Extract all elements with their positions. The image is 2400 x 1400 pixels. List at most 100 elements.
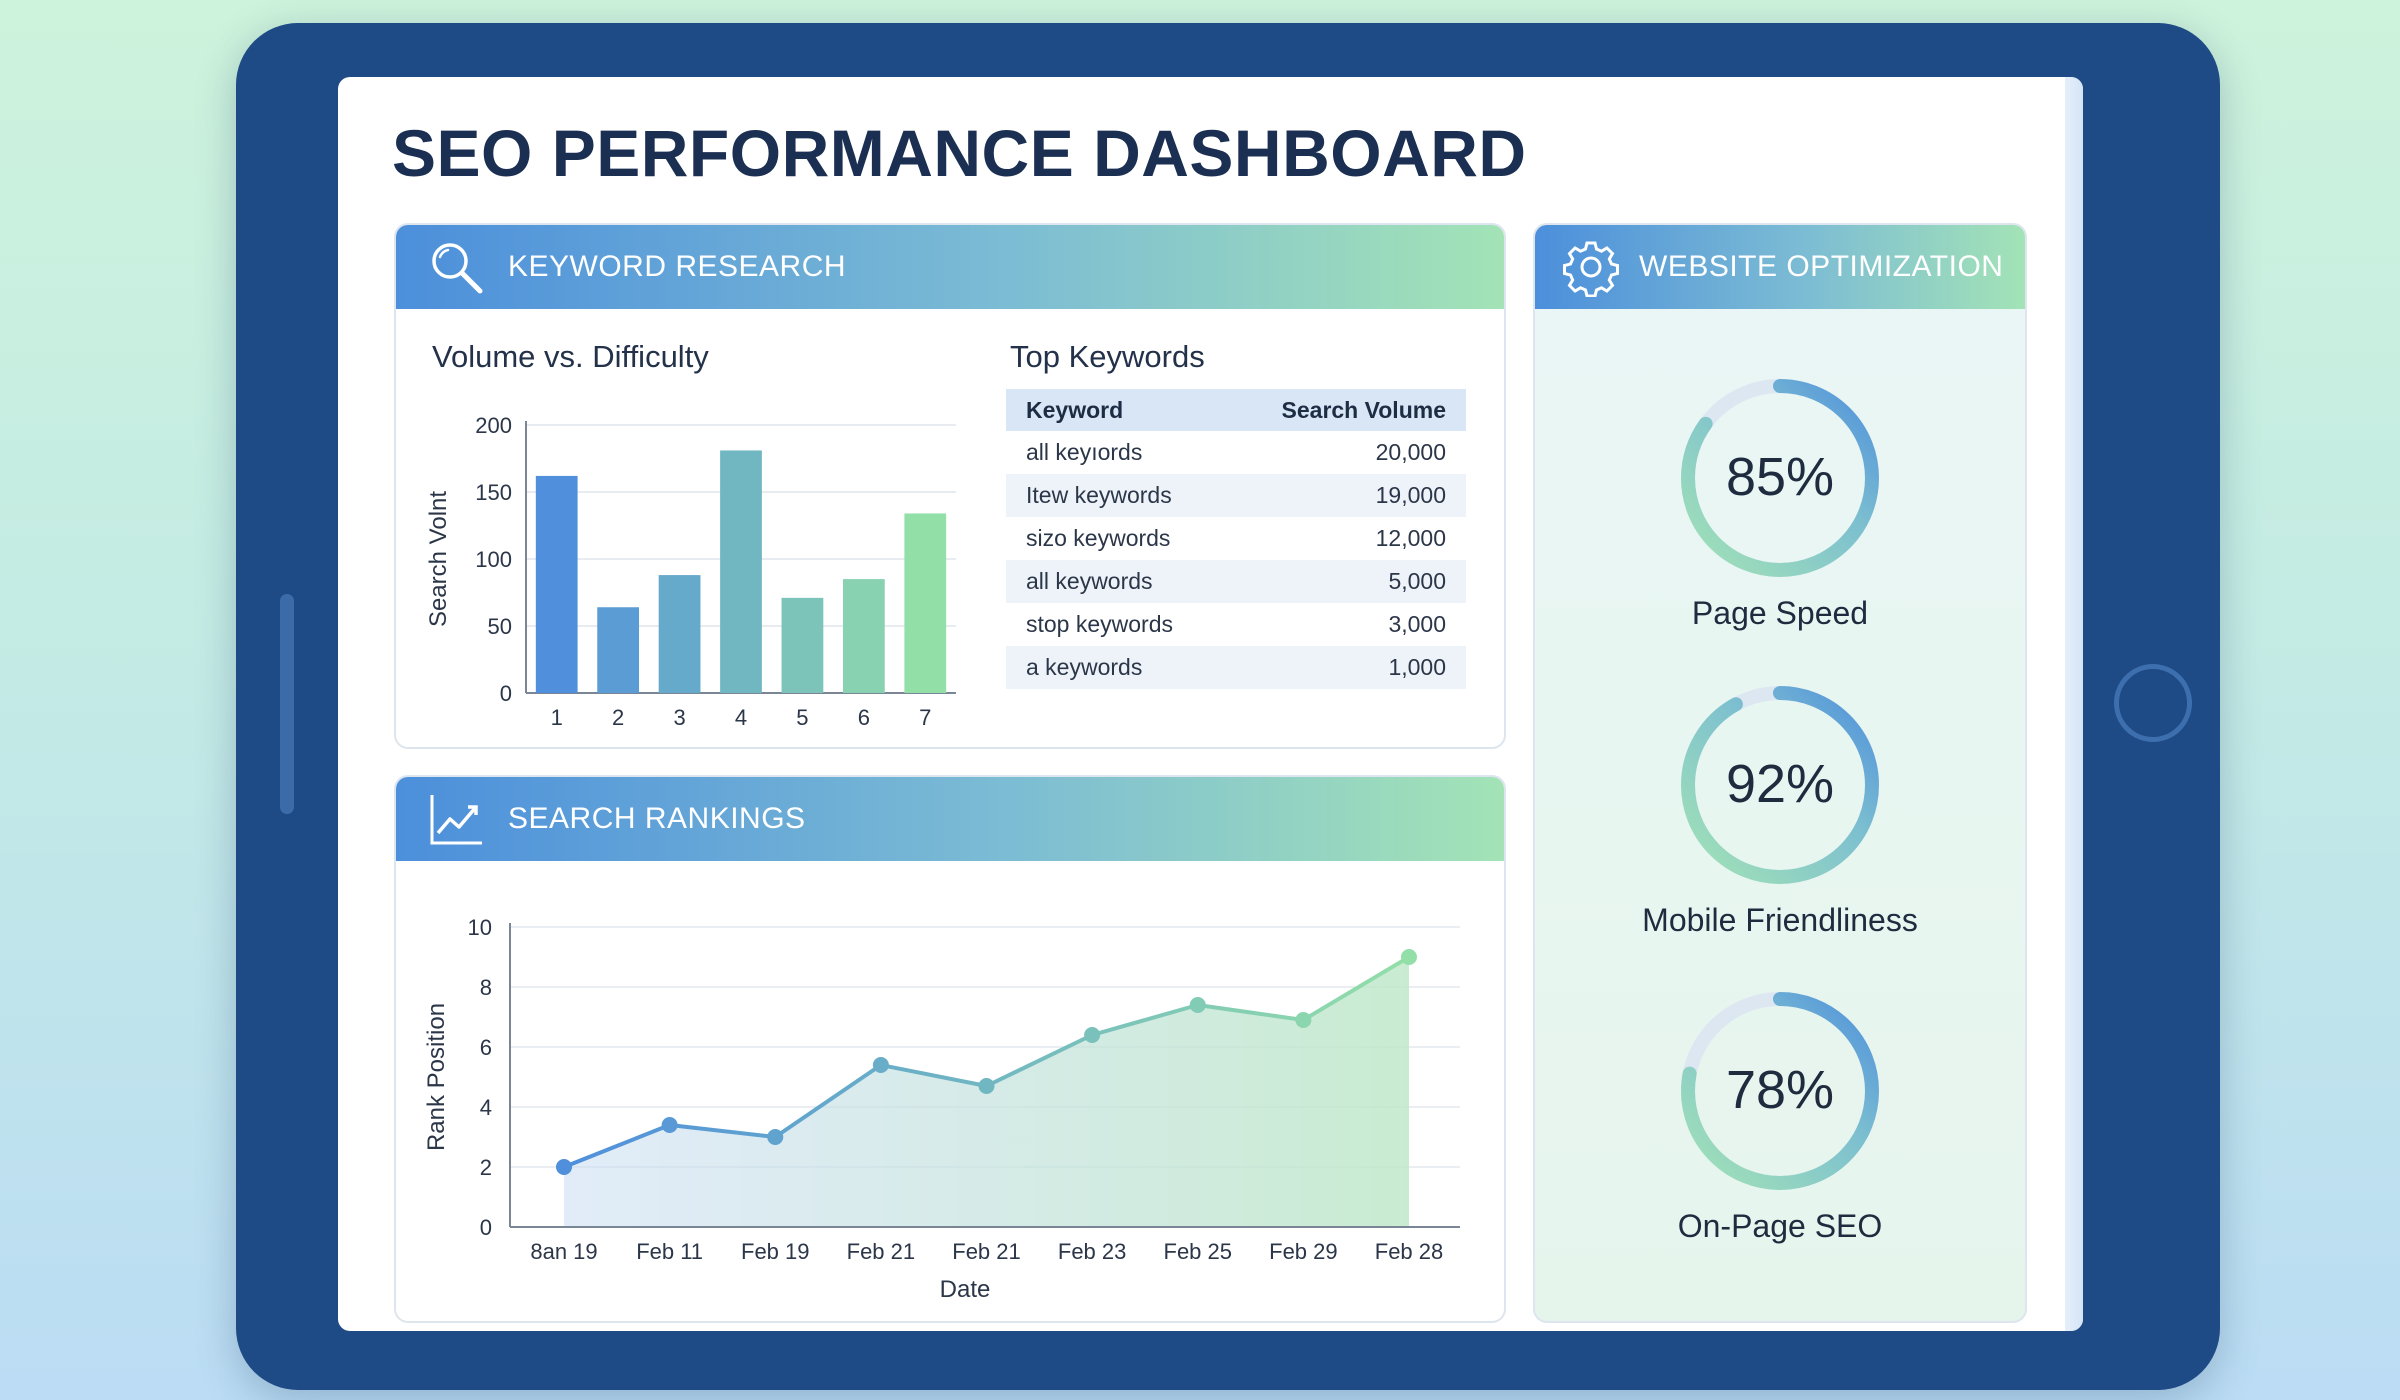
mobile-friendliness-label: Mobile Friendliness: [1642, 902, 1918, 938]
y-tick-label: 2: [480, 1155, 492, 1180]
page-speed-label: Page Speed: [1691, 595, 1869, 631]
on-page-seo-label: On-Page SEO: [1677, 1208, 1883, 1244]
x-tick-label: 7: [919, 705, 931, 730]
x-tick-label: Feb 21: [952, 1239, 1021, 1264]
x-tick-label: Feb 28: [1375, 1239, 1444, 1264]
x-tick-label: 8an 19: [530, 1239, 597, 1264]
x-tick-label: Feb 11: [636, 1239, 703, 1264]
data-point[interactable]: [872, 1057, 889, 1073]
column-header-keyword: Keyword: [1026, 396, 1124, 423]
table-row[interactable]: sizo keywords 12,000: [1006, 517, 1466, 560]
table-row[interactable]: all keywords 5,000: [1006, 560, 1466, 603]
y-tick-label: 8: [480, 975, 492, 1000]
x-tick-label: 2: [612, 705, 624, 730]
bar[interactable]: [781, 597, 824, 693]
gauge-page-speed: 85% Page Speed: [1535, 373, 2025, 632]
x-tick-label: Feb 19: [741, 1239, 810, 1264]
x-tick-label: 4: [735, 705, 747, 730]
data-point[interactable]: [767, 1129, 784, 1145]
data-point[interactable]: [1295, 1012, 1312, 1028]
y-tick-label: 100: [475, 547, 512, 572]
website-optimization-header: WEBSITE OPTIMIZATION: [1535, 225, 2025, 309]
table-row[interactable]: Itew keywords 19,000: [1006, 474, 1466, 517]
website-optimization-panel: WEBSITE OPTIMIZATION 85% Page Speed 92% …: [1533, 223, 2027, 1323]
x-tick-label: 6: [858, 705, 870, 730]
gauge-on-page-seo: 78% On-Page SEO: [1535, 986, 2025, 1245]
x-tick-label: 5: [796, 705, 808, 730]
volume-cell: 19,000: [1375, 482, 1446, 508]
data-point[interactable]: [978, 1078, 995, 1094]
trend-chart-icon: [426, 789, 486, 849]
x-tick-label: 3: [673, 705, 685, 730]
top-keywords-table: Keyword Search Volume all keyıords 20,00…: [1006, 389, 1466, 689]
website-optimization-title: WEBSITE OPTIMIZATION: [1639, 250, 2004, 283]
gear-icon: [1561, 237, 1621, 297]
volume-cell: 12,000: [1375, 525, 1446, 551]
mobile-friendliness-ring: 92%: [1681, 686, 1879, 884]
volume-difficulty-bar-chart: 0 50 100 150 200 Search Volnt 1 2 3 4 5 6 7: [425, 413, 956, 730]
table-row[interactable]: stop keywords 3,000: [1006, 603, 1466, 646]
page-title: SEO PERFORMANCE DASHBOARD: [392, 116, 1527, 190]
page-speed-value: 85%: [1726, 447, 1834, 507]
x-tick-label: Feb 23: [1058, 1239, 1127, 1264]
keyword-cell: all keyıords: [1026, 439, 1143, 465]
volume-cell: 1,000: [1388, 654, 1446, 680]
dashboard-screen: SEO PERFORMANCE DASHBOARD KEYWORD RESEAR…: [338, 77, 2083, 1331]
y-tick-label: 0: [480, 1215, 492, 1240]
mobile-friendliness-value: 92%: [1726, 754, 1834, 814]
data-point[interactable]: [1401, 949, 1417, 965]
bar[interactable]: [904, 513, 947, 693]
bar[interactable]: [597, 607, 640, 693]
bar[interactable]: [658, 575, 701, 693]
keyword-research-panel: KEYWORD RESEARCH Volume vs. Difficulty 0…: [394, 223, 1506, 749]
volume-cell: 3,000: [1388, 611, 1446, 637]
x-tick-label: Feb 25: [1164, 1239, 1233, 1264]
screen-edge: [2065, 77, 2083, 1331]
x-tick-label: 1: [551, 705, 563, 730]
volume-cell: 5,000: [1388, 568, 1446, 594]
keyword-cell: Itew keywords: [1026, 482, 1172, 508]
rank-position-line-chart: 0 2 4 6 8 10 8an 19 Feb 11 Feb 19 Feb 21 Feb 21 Feb…: [423, 915, 1460, 1303]
page-speed-ring: 85%: [1681, 379, 1879, 577]
table-header-row: Keyword Search Volume: [1006, 389, 1466, 431]
y-tick-label: 200: [475, 413, 512, 438]
column-header-volume: Search Volume: [1281, 396, 1446, 423]
y-tick-label: 0: [500, 681, 512, 706]
y-axis-label: Search Volnt: [425, 491, 452, 627]
magnifier-icon: [426, 237, 486, 297]
keyword-cell: sizo keywords: [1026, 525, 1171, 551]
volume-cell: 20,000: [1375, 439, 1446, 465]
data-point[interactable]: [1189, 997, 1206, 1013]
y-tick-label: 50: [488, 614, 512, 639]
y-tick-label: 10: [468, 915, 492, 940]
y-tick-label: 150: [475, 480, 512, 505]
y-tick-label: 4: [480, 1095, 492, 1120]
bar[interactable]: [842, 579, 885, 693]
keyword-research-title: KEYWORD RESEARCH: [508, 250, 847, 283]
bar[interactable]: [535, 475, 578, 693]
keyword-research-header: KEYWORD RESEARCH: [396, 225, 1504, 309]
bar[interactable]: [720, 450, 762, 693]
y-tick-label: 6: [480, 1035, 492, 1060]
data-point[interactable]: [556, 1159, 572, 1175]
tablet-home-button[interactable]: [2114, 664, 2192, 742]
keyword-cell: stop keywords: [1026, 611, 1174, 637]
data-point[interactable]: [661, 1117, 678, 1133]
bar-chart-title: Volume vs. Difficulty: [432, 339, 709, 374]
on-page-seo-ring: 78%: [1681, 992, 1879, 1190]
keyword-cell: a keywords: [1026, 654, 1143, 680]
on-page-seo-value: 78%: [1726, 1060, 1834, 1120]
y-axis-label: Rank Position: [423, 1003, 450, 1151]
data-point[interactable]: [1084, 1027, 1101, 1043]
table-row[interactable]: a keywords 1,000: [1006, 646, 1466, 689]
x-tick-label: Feb 29: [1269, 1239, 1338, 1264]
search-rankings-header: SEARCH RANKINGS: [396, 777, 1504, 861]
x-tick-label: Feb 21: [847, 1239, 916, 1264]
search-rankings-title: SEARCH RANKINGS: [508, 802, 806, 835]
gauge-mobile-friendliness: 92% Mobile Friendliness: [1535, 680, 2025, 939]
top-keywords-title: Top Keywords: [1010, 339, 1205, 374]
search-rankings-panel: SEARCH RANKINGS 0 2 4 6 8 10 8an 19 Feb 11 Feb 1…: [394, 775, 1506, 1323]
tablet-side-button[interactable]: [280, 594, 294, 814]
x-axis-label: Date: [940, 1276, 991, 1303]
table-row[interactable]: all keyıords 20,000: [1006, 431, 1466, 474]
